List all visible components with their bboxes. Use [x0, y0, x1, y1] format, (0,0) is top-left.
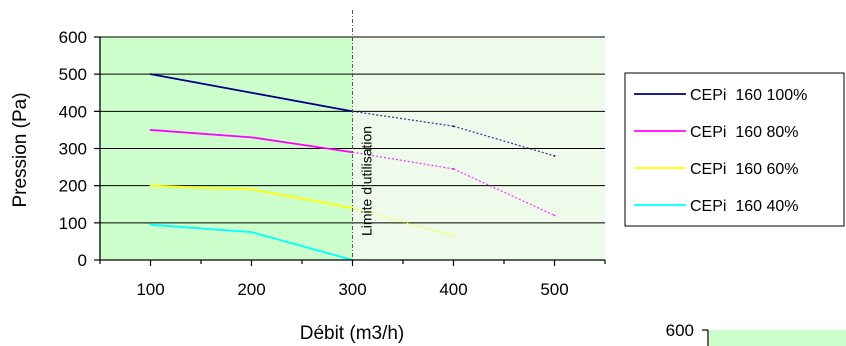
series-segment	[352, 151, 454, 170]
data-point	[452, 125, 455, 128]
x-tick-label: 200	[237, 280, 265, 299]
second-chart-fragment: 600	[666, 321, 846, 346]
x-tick-label: 300	[338, 280, 366, 299]
data-point	[149, 73, 152, 76]
y-tick-label: 500	[59, 65, 87, 84]
data-point	[149, 223, 152, 226]
data-point	[250, 231, 253, 234]
series-segment	[150, 129, 252, 139]
series-segment	[453, 168, 555, 216]
data-point	[452, 234, 455, 237]
x-tick-label: 400	[439, 280, 467, 299]
second-chart-y-tick: 600	[666, 321, 694, 340]
x-axis-title: Débit (m3/h)	[300, 323, 405, 344]
legend-box	[624, 72, 845, 227]
legend-label: CEPi 160 80%	[690, 124, 799, 141]
y-tick-label: 200	[59, 177, 87, 196]
data-point	[250, 91, 253, 94]
plot-area: Limite d'utilisation 100 200 300 400 500 0 10…	[59, 10, 606, 299]
legend-item: CEPi 160 80%	[634, 124, 799, 141]
series-segment	[150, 184, 252, 191]
series-lines	[149, 73, 556, 261]
data-point	[149, 184, 152, 187]
data-point	[553, 155, 556, 157]
legend: CEPi 160 100% CEPi 160 80% CEPi 160 60% CEP…	[624, 72, 845, 227]
series-segment	[251, 231, 353, 261]
series-segment	[251, 91, 353, 113]
x-tick-labels: 100 200 300 400 500	[136, 280, 568, 299]
x-tick-label: 500	[540, 280, 568, 299]
usage-limit-label: Limite d'utilisation	[359, 126, 375, 236]
data-point	[149, 129, 152, 131]
data-point	[250, 188, 253, 191]
y-axis-title: Pression (Pa)	[10, 92, 31, 207]
series-segment	[251, 136, 353, 154]
series-segment	[352, 207, 454, 237]
legend-item: CEPi 160 100%	[634, 87, 807, 104]
series-segment	[453, 125, 555, 157]
series-segment	[150, 223, 252, 234]
series-segment	[251, 188, 353, 209]
legend-item: CEPi 160 40%	[634, 198, 799, 215]
y-tick-label: 300	[59, 140, 87, 159]
x-tick-label: 100	[136, 280, 164, 299]
data-point	[250, 136, 253, 139]
data-point	[553, 214, 556, 217]
legend-label: CEPi 160 100%	[690, 87, 807, 104]
y-tick-label: 0	[78, 251, 87, 270]
y-tick-label: 100	[59, 214, 87, 233]
second-chart-plot-fill	[709, 330, 846, 346]
y-tick-label: 600	[59, 28, 87, 47]
legend-item: CEPi 160 60%	[634, 161, 799, 178]
y-tick-labels: 0 100 200 300 400 500 600	[59, 28, 87, 270]
series-3	[149, 184, 455, 237]
series-segment	[150, 73, 252, 94]
legend-label: CEPi 160 40%	[690, 198, 799, 215]
axes	[94, 36, 606, 266]
series-segment	[352, 110, 454, 127]
series-2	[149, 129, 556, 217]
y-tick-label: 400	[59, 102, 87, 121]
data-point	[452, 168, 455, 170]
legend-label: CEPi 160 60%	[690, 161, 799, 178]
series-1	[149, 73, 556, 157]
